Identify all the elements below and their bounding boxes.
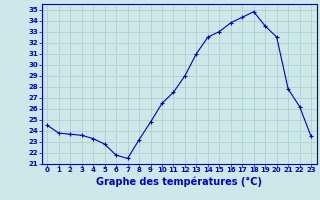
X-axis label: Graphe des températures (°C): Graphe des températures (°C) bbox=[96, 176, 262, 187]
